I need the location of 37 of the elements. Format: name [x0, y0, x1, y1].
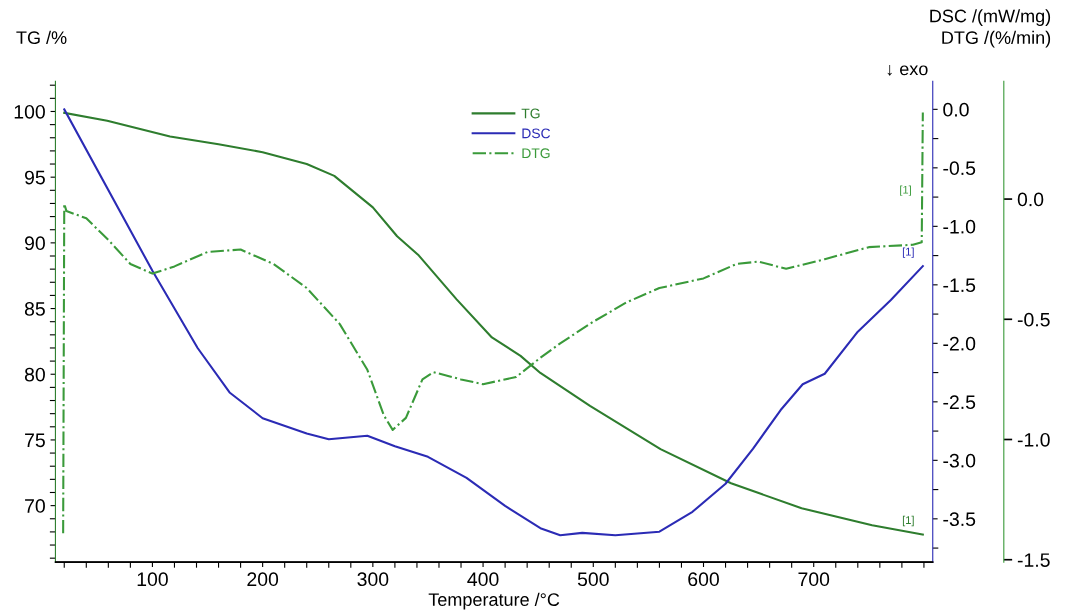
- y-tick-label: 70: [25, 499, 45, 513]
- y2-tick-label: -1.5: [943, 278, 976, 293]
- y2-tick-label: 0.0: [943, 102, 969, 117]
- x-tick-label: 400: [467, 572, 499, 587]
- y3-tick-label: -1.0: [1017, 432, 1050, 447]
- annotation: [1]: [900, 185, 911, 196]
- x-tick-label: 500: [577, 572, 609, 587]
- y-tick-label: 80: [24, 367, 45, 382]
- y-tick-label: 90: [25, 236, 45, 251]
- y2-tick-label: -2.5: [943, 395, 976, 410]
- legend-label: DSC: [522, 128, 551, 139]
- y-tick-label: 95: [25, 170, 45, 185]
- y2-tick-label: -2.0: [943, 336, 976, 351]
- x-tick-label: 700: [798, 572, 830, 587]
- x-tick-label: 200: [247, 572, 279, 587]
- y-tick-label: 100: [14, 104, 45, 119]
- x-tick-label: 300: [357, 572, 389, 587]
- legend-label: DTG: [522, 148, 550, 159]
- x-tick-label: 600: [688, 572, 719, 587]
- y2-tick-label: -0.5: [943, 161, 976, 176]
- y3-axis-title: DTG /(%/min): [942, 30, 1051, 48]
- y-axis-title: TG /%: [16, 30, 67, 45]
- y2-tick-label: -3.0: [943, 453, 976, 468]
- legend-label: TG: [521, 108, 540, 119]
- x-tick-label: 100: [137, 572, 168, 587]
- x-axis-title: Temperature /°C: [428, 592, 560, 610]
- y3-tick-label: 0.0: [1017, 192, 1044, 207]
- y-tick-label: 85: [24, 302, 45, 316]
- y2-tick-label: -3.5: [943, 512, 976, 527]
- annotation: [1]: [902, 515, 914, 527]
- y2-tick-label: -1.0: [943, 219, 976, 234]
- y-tick-label: 75: [25, 433, 45, 448]
- y2-axis-title: DSC /(mW/mg): [930, 9, 1051, 26]
- y3-tick-label: -1.5: [1017, 553, 1050, 567]
- annotation: [1]: [902, 247, 914, 258]
- text: ↓ exo: [887, 64, 928, 76]
- y3-tick-label: -0.5: [1017, 312, 1050, 327]
